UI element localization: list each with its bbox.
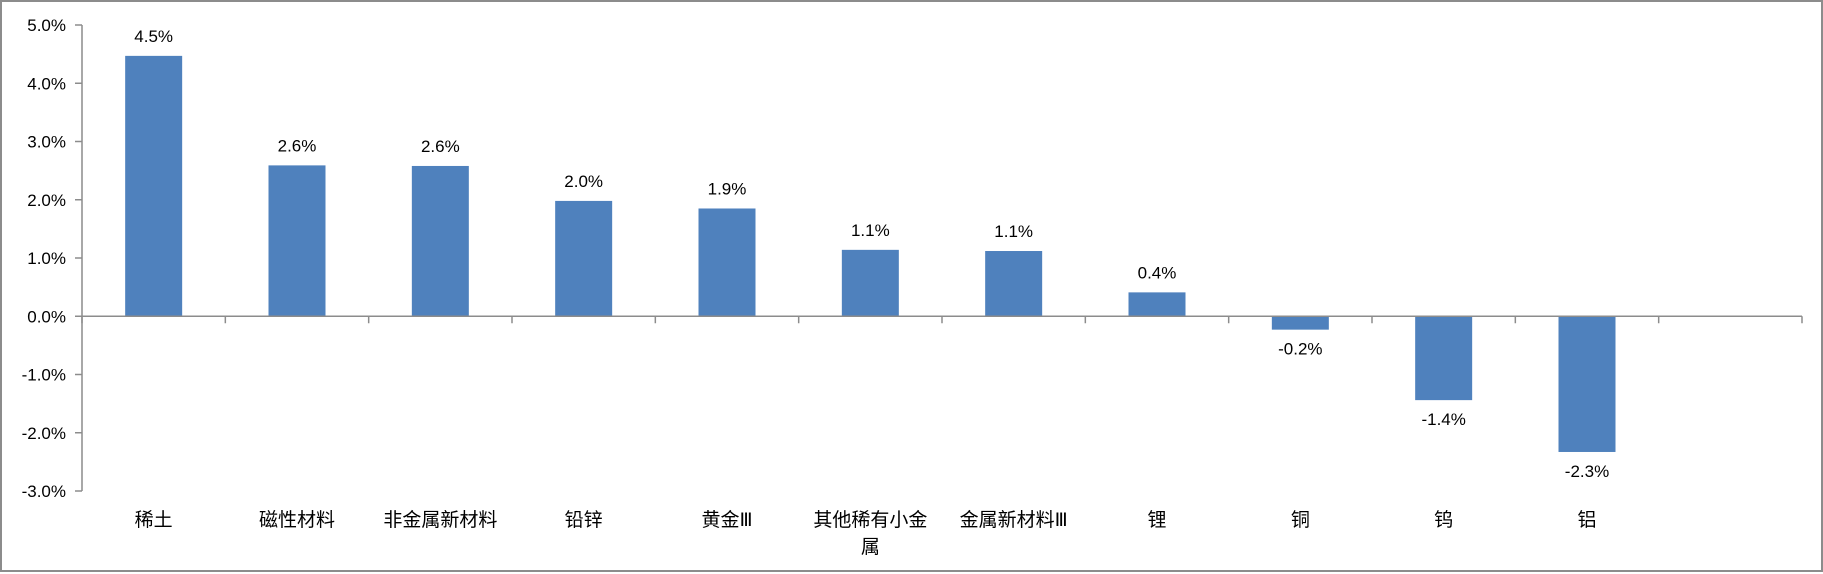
y-tick-label: 3.0% [27,133,66,152]
y-tick-label: 5.0% [27,16,66,35]
x-category-label: 钨 [1434,509,1453,531]
y-tick-label: 0.0% [27,307,66,326]
data-label: 1.1% [851,221,890,240]
bar [1128,292,1186,317]
bar [1415,316,1473,401]
x-category-label: 稀土 [135,509,173,531]
data-label: 1.9% [708,179,747,198]
bar [555,200,613,317]
data-label: 2.0% [564,172,603,191]
x-category-label: 锂 [1147,509,1166,531]
y-tick-label: -3.0% [22,482,66,501]
x-category-label: 铅锌 [565,509,603,531]
bar [841,249,899,317]
bar [985,251,1043,317]
bar [411,165,469,317]
bar [268,165,326,317]
y-tick-label: 4.0% [27,74,66,93]
data-label: 2.6% [421,137,460,156]
x-category-label: 铜 [1291,509,1310,531]
bar [125,55,183,317]
bar [1558,316,1616,452]
x-category-label: 黄金Ⅲ [701,509,752,531]
x-category-label: 金属新材料Ⅲ [960,509,1068,531]
data-label: 2.6% [278,136,317,155]
y-tick-label: -2.0% [22,424,66,443]
bar [698,208,756,317]
x-category-label: 其他稀有小金 [813,509,927,531]
data-label: 0.4% [1138,263,1177,282]
data-label: -2.3% [1565,462,1609,481]
x-category-label: 非金属新材料 [383,509,497,531]
bar [1271,316,1329,330]
data-label: 1.1% [994,222,1033,241]
y-tick-label: 1.0% [27,249,66,268]
data-label: -0.2% [1278,340,1322,359]
y-tick-label: -1.0% [22,366,66,385]
data-label: 4.5% [134,27,173,46]
y-tick-label: 2.0% [27,191,66,210]
x-category-label: 属 [861,536,880,558]
data-label: -1.4% [1421,410,1465,429]
x-category-label: 磁性材料 [259,509,335,531]
x-category-label: 铝 [1577,509,1596,531]
